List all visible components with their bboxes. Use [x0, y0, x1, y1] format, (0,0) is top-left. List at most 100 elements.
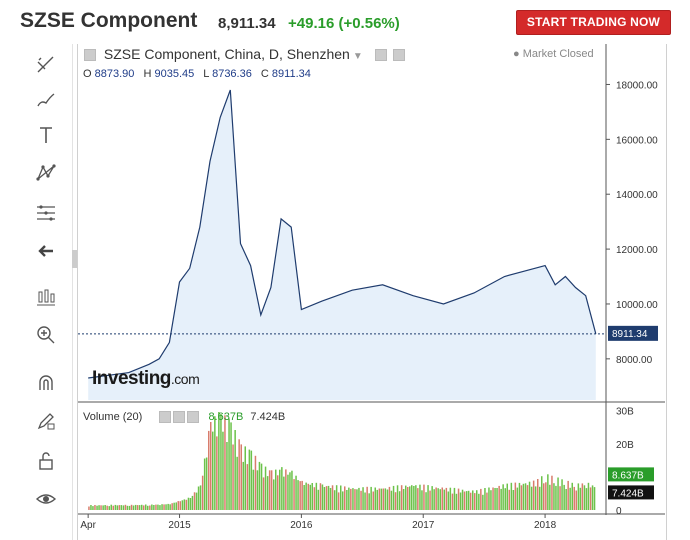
volume-bar	[423, 484, 425, 510]
indicators-icon[interactable]	[28, 282, 64, 312]
volume-bar	[476, 490, 478, 510]
fibonacci-icon[interactable]	[28, 198, 64, 228]
y-tick-label: 14000.00	[616, 190, 658, 201]
volume-bar	[435, 487, 437, 510]
volume-bar	[441, 487, 443, 510]
volume-bar	[417, 488, 419, 510]
drawing-toolbar	[20, 44, 73, 540]
volume-bar	[98, 505, 100, 510]
unlock-icon[interactable]	[28, 446, 64, 476]
volume-bar	[372, 491, 374, 510]
volume-bar	[539, 486, 541, 510]
back-arrow-icon[interactable]	[28, 236, 64, 266]
volume-bar	[118, 505, 121, 510]
volume-bar	[262, 477, 265, 510]
volume-bar	[469, 492, 472, 510]
pattern-icon[interactable]	[28, 158, 64, 188]
toolbar-scroll-handle[interactable]	[72, 250, 77, 268]
volume-bar	[431, 486, 433, 510]
volume-bar	[173, 502, 175, 510]
x-tick-label: 2018	[534, 520, 557, 531]
volume-bar	[128, 505, 131, 510]
chevron-down-icon[interactable]: ▼	[352, 51, 363, 62]
volume-settings-icon[interactable]	[159, 411, 172, 424]
volume-bar	[124, 504, 127, 510]
volume-bar	[459, 492, 462, 510]
volume-bar	[333, 490, 336, 510]
price-line	[88, 89, 597, 379]
eye-icon[interactable]	[28, 484, 64, 514]
volume-bar	[203, 458, 206, 510]
chart-frame	[77, 44, 667, 540]
ohlc-readout: O 8873.90 H 9035.45 L 8736.36 C 8911.34	[83, 68, 317, 80]
volume-bar	[407, 487, 409, 510]
start-trading-button[interactable]: START TRADING NOW	[516, 10, 671, 35]
volume-bar	[175, 502, 177, 510]
volume-bar	[335, 485, 338, 510]
y-tick-label: 10000.00	[616, 300, 658, 311]
volume-bar	[496, 488, 498, 510]
brush-icon[interactable]	[28, 85, 64, 115]
volume-bar	[244, 446, 246, 510]
magnet-icon[interactable]	[28, 368, 64, 398]
volume-bar	[340, 485, 342, 510]
volume-bar	[356, 489, 358, 510]
volume-bar	[301, 480, 303, 510]
volume-bar	[256, 470, 259, 510]
volume-bar	[581, 483, 584, 510]
volume-bar	[242, 461, 244, 510]
settings-icon[interactable]	[374, 49, 387, 62]
investing-logo: Investing.com	[92, 368, 200, 389]
crosshair-line-icon[interactable]	[28, 50, 64, 80]
gear-icon[interactable]	[392, 49, 405, 62]
volume-bar	[449, 487, 452, 510]
volume-bar	[508, 489, 510, 510]
last-price: 8,911.34	[218, 15, 276, 32]
volume-bar	[208, 430, 210, 510]
volume-bar	[303, 485, 305, 510]
volume-bar	[116, 505, 119, 510]
volume-bar	[270, 470, 273, 510]
volume-bar	[313, 487, 316, 510]
volume-bar	[571, 482, 573, 510]
zoom-icon[interactable]	[28, 320, 64, 350]
volume-bar	[537, 479, 539, 510]
volume-bar	[569, 487, 571, 510]
volume-bar	[502, 484, 504, 510]
volume-bar	[295, 475, 297, 510]
volume-bar	[110, 504, 112, 510]
volume-bar	[258, 461, 261, 510]
volume-bar	[557, 477, 559, 510]
y-tick-label: 16000.00	[616, 135, 658, 146]
volume-bar	[112, 505, 114, 510]
volume-bar	[317, 489, 320, 510]
volume-bar	[526, 485, 529, 510]
volume-gear-icon[interactable]	[173, 411, 186, 424]
volume-bar	[467, 490, 470, 510]
collapse-icon[interactable]	[84, 49, 96, 62]
volume-bar	[159, 505, 161, 510]
volume-close-icon[interactable]	[187, 411, 200, 424]
volume-bar	[482, 494, 484, 510]
volume-bar	[285, 469, 287, 510]
volume-bar	[547, 474, 549, 510]
volume-bar	[577, 483, 580, 510]
price-area	[88, 90, 596, 400]
volume-value-b: 7.424B	[250, 411, 286, 423]
text-tool-icon[interactable]	[28, 120, 64, 150]
volume-bar	[504, 488, 506, 510]
volume-bar	[352, 488, 354, 510]
volume-bar	[273, 479, 275, 510]
volume-bar	[534, 486, 537, 510]
volume-bar	[402, 489, 405, 510]
volume-bar	[220, 414, 222, 510]
volume-bar	[478, 493, 480, 510]
volume-bar	[277, 475, 279, 510]
volume-bar	[411, 485, 413, 510]
volume-tick-label: 30B	[616, 407, 634, 418]
volume-bar	[555, 485, 557, 510]
lock-edit-icon[interactable]	[28, 406, 64, 436]
volume-bar	[291, 470, 293, 510]
volume-bar	[553, 483, 555, 510]
